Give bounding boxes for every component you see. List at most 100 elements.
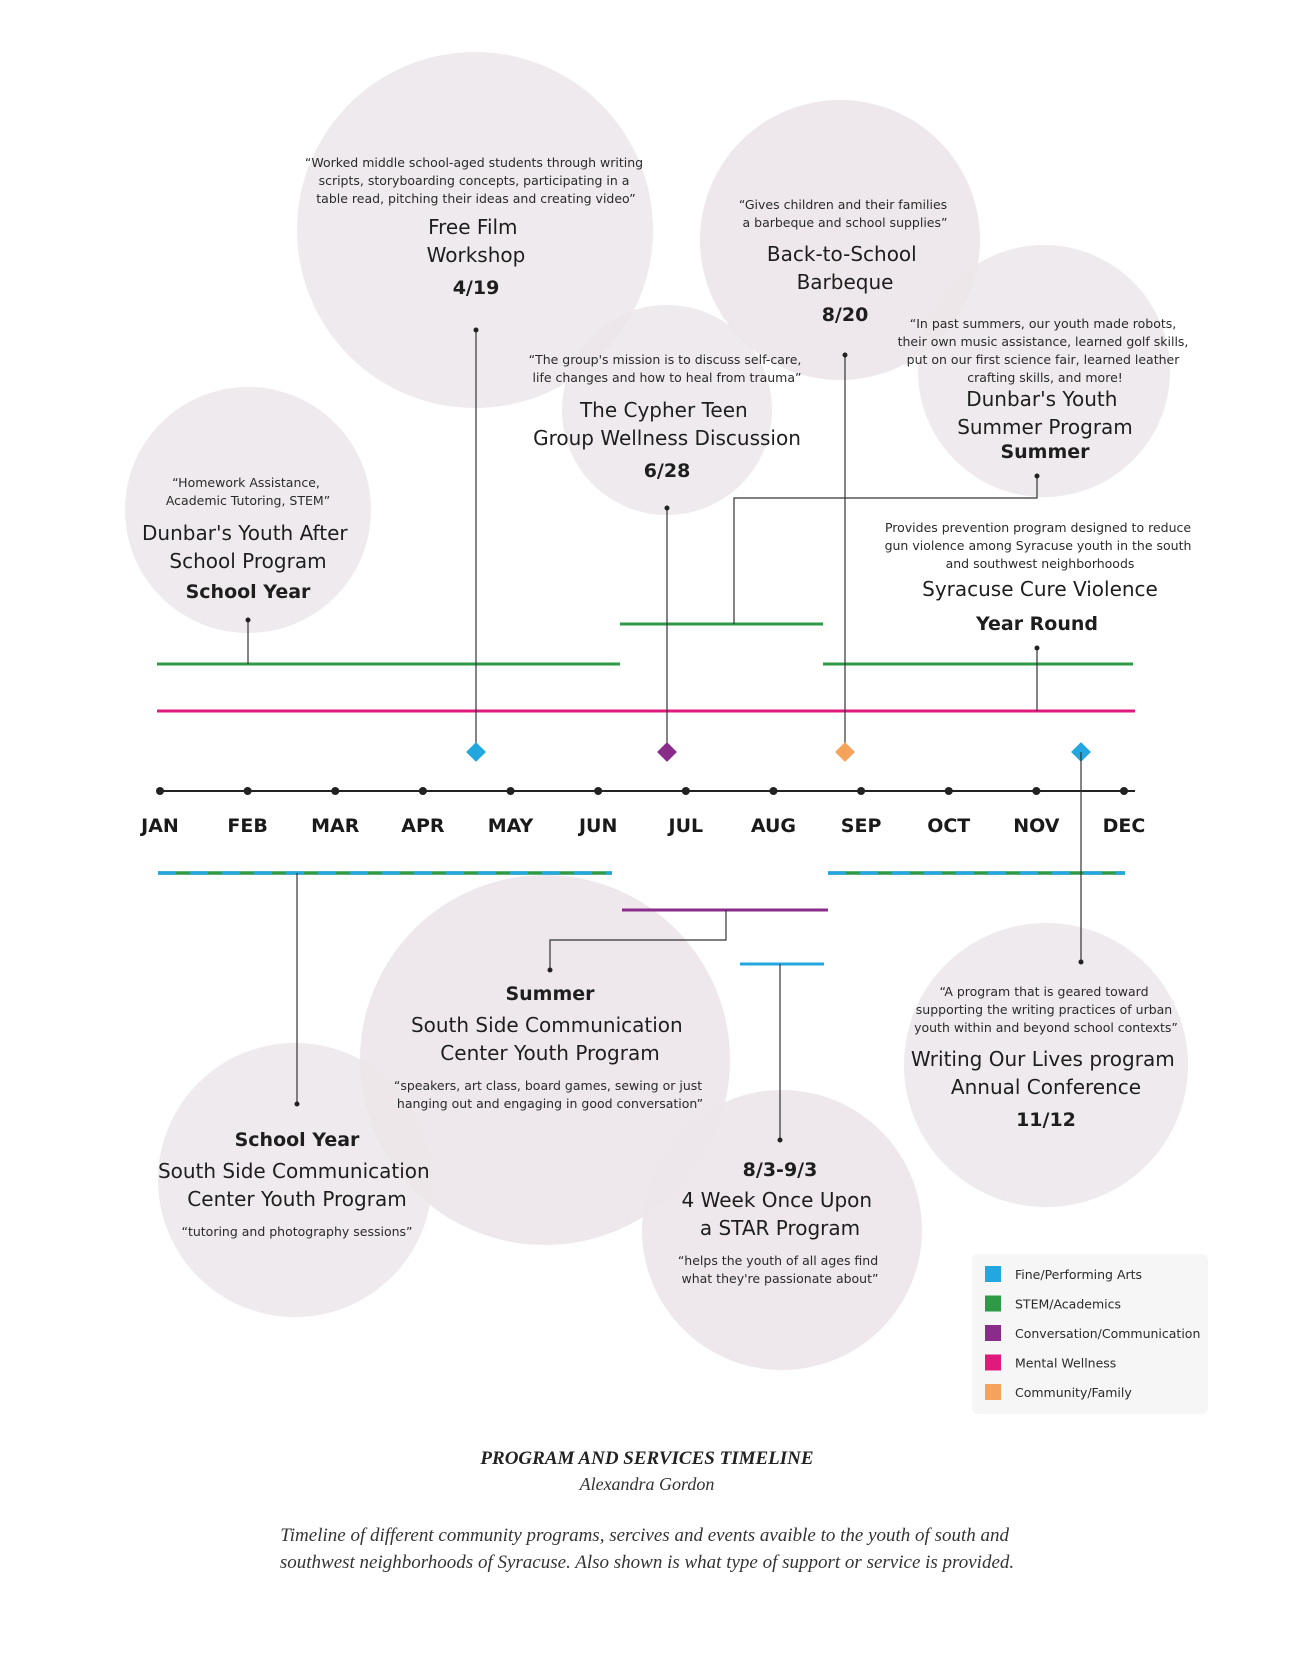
event-quote: Provides prevention program designed to … [885, 520, 1196, 571]
caption-title: PROGRAM AND SERVICES TIMELINE [479, 1448, 813, 1469]
connector-dot [1034, 645, 1040, 651]
legend-label: Mental Wellness [1015, 1356, 1116, 1371]
month-labels: JAN FEB MAR APR MAY JUN JUL AUG SEP OCT NOV DEC [139, 815, 1145, 837]
connector-dots-above [245, 327, 1040, 651]
event-title: The Cypher Teen Group Wellness Discussio… [533, 398, 801, 450]
event-cure-violence: Provides prevention program designed to … [885, 520, 1196, 635]
month-label-jan: JAN [139, 815, 179, 837]
legend: Fine/Performing Arts STEM/Academics Conver… [972, 1254, 1208, 1414]
event-star: 8/3-9/3 4 Week Once Upon a STAR Program … [678, 1159, 882, 1286]
bbq-bubble [700, 100, 980, 380]
event-title: Dunbar's Youth After School Program [142, 521, 354, 573]
month-label-feb: FEB [227, 815, 267, 837]
event-date: School Year [235, 1129, 360, 1151]
month-tick-nov [1032, 787, 1041, 795]
connector-dot [547, 967, 553, 973]
month-label-mar: MAR [311, 815, 360, 837]
event-date: 4/19 [453, 277, 500, 299]
connector-dot [842, 352, 848, 358]
summer-dunbar-bubble [918, 245, 1170, 497]
caption-description: Timeline of different community programs… [280, 1525, 1014, 1573]
ssc-summer-connector [549, 910, 727, 970]
film-workshop-marker [466, 742, 486, 762]
legend-box [972, 1254, 1208, 1414]
month-tick-jun [594, 787, 603, 795]
event-quote: “A program that is geared toward support… [914, 984, 1178, 1035]
ssc-summer-bubble [360, 875, 730, 1245]
event-bbq: “Gives children and their families a bar… [739, 197, 948, 326]
event-quote: “speakers, art class, board games, sewin… [394, 1078, 706, 1111]
legend-swatch [985, 1325, 1001, 1341]
month-tick-dec [1120, 787, 1128, 795]
star-bubble [642, 1090, 922, 1370]
month-label-dec: DEC [1103, 815, 1146, 837]
event-title: 4 Week Once Upon a STAR Program [682, 1188, 879, 1240]
event-date: Summer [505, 983, 595, 1005]
event-quote: “In past summers, our youth made robots,… [898, 316, 1193, 385]
month-axis: JAN FEB MAR APR MAY JUN JUL AUG SEP OCT NOV DEC [139, 787, 1145, 837]
connector-dot [777, 1137, 783, 1143]
month-label-apr: APR [401, 815, 445, 837]
connector-dot [1078, 959, 1084, 965]
writing-lives-bubble [904, 923, 1188, 1207]
event-title: Syracuse Cure Violence [922, 577, 1158, 601]
connector-dot [1034, 473, 1040, 479]
month-label-may: MAY [488, 815, 534, 837]
event-title: Writing Our Lives program Annual Confere… [911, 1047, 1181, 1099]
legend-swatch [985, 1354, 1001, 1371]
ssc-school-bubble [158, 1043, 432, 1317]
bubble-layer [125, 52, 1188, 1370]
event-quote: “Worked middle school-aged students thro… [305, 155, 647, 206]
cypher-teen-bubble [562, 305, 772, 515]
month-label-jun: JUN [577, 815, 617, 837]
event-date: Summer [1000, 441, 1090, 463]
event-title: Free Film Workshop [427, 215, 526, 267]
connectors-below [296, 752, 1082, 1140]
connector-dot [473, 327, 479, 333]
event-date: 11/12 [1016, 1109, 1076, 1131]
month-tick-oct [944, 787, 953, 795]
event-title: South Side Communication Center Youth Pr… [411, 1013, 689, 1065]
event-date: 6/28 [644, 460, 691, 482]
month-label-sep: SEP [841, 815, 882, 837]
connectors-above [247, 330, 1038, 752]
event-markers [466, 742, 1091, 762]
month-label-jul: JUL [667, 815, 704, 837]
event-quote: “Homework Assistance, Academic Tutoring,… [166, 475, 330, 508]
event-quote: “The group's mission is to discuss self-… [529, 352, 806, 385]
legend-label: STEM/Academics [1015, 1297, 1121, 1312]
legend-items: Fine/Performing Arts STEM/Academics Conver… [985, 1266, 1200, 1400]
event-quote: “helps the youth of all ages find what t… [678, 1253, 882, 1286]
event-title: Back-to-School Barbeque [767, 242, 923, 294]
event-cypher-teen: “The group's mission is to discuss self-… [529, 352, 806, 482]
range-bars-above [157, 622, 1135, 713]
month-tick-jul [681, 787, 690, 795]
legend-label: Community/Family [1015, 1385, 1132, 1400]
event-date: School Year [186, 581, 311, 603]
event-writing-lives: “A program that is geared toward support… [911, 984, 1181, 1131]
event-quote: “tutoring and photography sessions” [181, 1224, 412, 1239]
film-workshop-bubble [297, 52, 653, 408]
month-tick-sep [857, 787, 866, 795]
connector-dot [294, 1101, 300, 1107]
event-film-workshop: “Worked middle school-aged students thro… [305, 155, 647, 299]
month-label-nov: NOV [1013, 815, 1060, 837]
after-school-bubble [125, 387, 371, 633]
month-tick-apr [418, 787, 427, 795]
event-date: 8/20 [822, 304, 869, 326]
legend-swatch [985, 1295, 1001, 1312]
legend-label: Conversation/Communication [1015, 1326, 1200, 1341]
month-label-aug: AUG [751, 815, 796, 837]
event-after-school: “Homework Assistance, Academic Tutoring,… [142, 475, 354, 603]
month-tick-feb [243, 787, 252, 795]
event-date: Year Round [975, 613, 1098, 635]
legend-label: Fine/Performing Arts [1015, 1267, 1142, 1282]
cypher-teen-marker [657, 742, 677, 762]
month-label-oct: OCT [927, 815, 970, 837]
month-tick-aug [769, 787, 778, 795]
event-summer-dunbar: “In past summers, our youth made robots,… [898, 316, 1193, 463]
event-title: Dunbar's Youth Summer Program [957, 387, 1133, 439]
event-ssc-school: School Year South Side Communication Cen… [158, 1129, 430, 1239]
range-bars-below [158, 871, 1125, 966]
